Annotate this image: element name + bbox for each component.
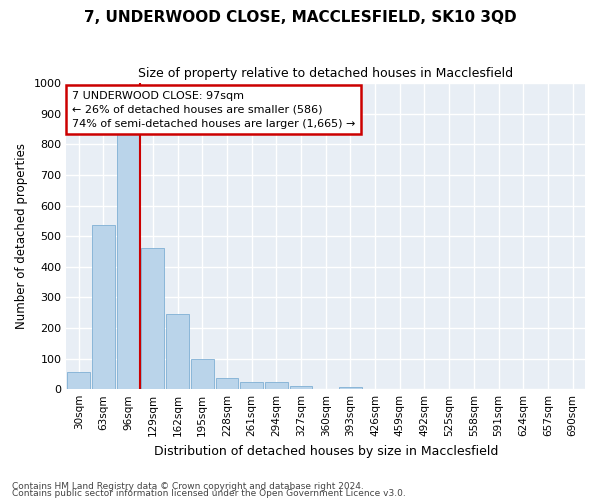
Text: Contains public sector information licensed under the Open Government Licence v3: Contains public sector information licen… (12, 489, 406, 498)
Bar (117, 132, 140, 389)
Bar (67, 372, 90, 389)
Bar (142, 248, 164, 389)
Text: Contains HM Land Registry data © Crown copyright and database right 2024.: Contains HM Land Registry data © Crown c… (12, 482, 364, 491)
Bar (215, 378, 238, 389)
Title: Size of property relative to detached houses in Macclesfield: Size of property relative to detached ho… (138, 68, 513, 80)
Bar (339, 386, 362, 389)
Y-axis label: Number of detached properties: Number of detached properties (15, 143, 28, 329)
Text: 7 UNDERWOOD CLOSE: 97sqm
← 26% of detached houses are smaller (586)
74% of semi-: 7 UNDERWOOD CLOSE: 97sqm ← 26% of detach… (71, 90, 355, 128)
Text: 7, UNDERWOOD CLOSE, MACCLESFIELD, SK10 3QD: 7, UNDERWOOD CLOSE, MACCLESFIELD, SK10 3… (83, 10, 517, 25)
X-axis label: Distribution of detached houses by size in Macclesfield: Distribution of detached houses by size … (154, 444, 498, 458)
Bar (92, 226, 115, 389)
Bar (290, 386, 313, 389)
Bar (191, 360, 214, 389)
Bar (240, 382, 263, 389)
Bar (166, 314, 189, 389)
Bar (265, 382, 287, 389)
